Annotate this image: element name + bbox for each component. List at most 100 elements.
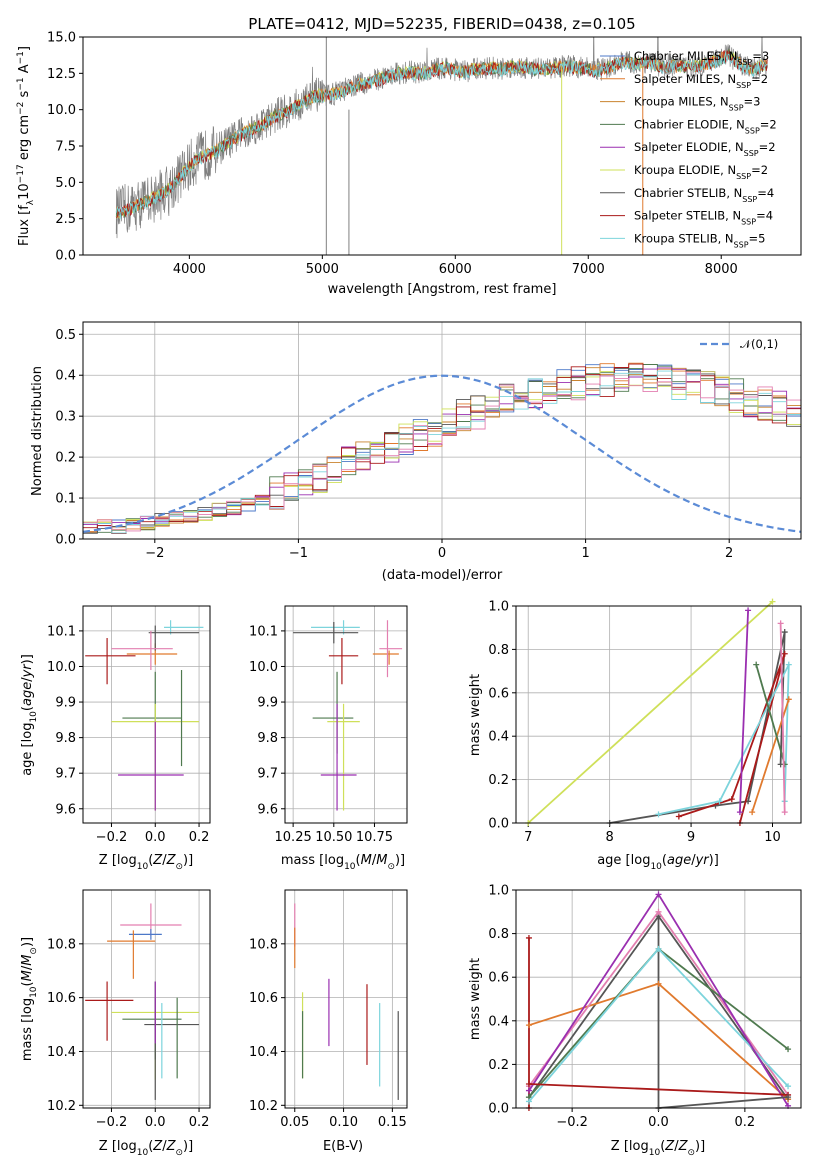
y-tick-label: 10.0 bbox=[47, 660, 76, 675]
x-tick-label: 7 bbox=[524, 830, 532, 845]
marker bbox=[736, 809, 743, 816]
y-tick-label: 0.1 bbox=[55, 492, 76, 507]
x-axis-label: Z [log10(Z/Z⊙)] bbox=[99, 1139, 193, 1158]
x-tick-label: 0.15 bbox=[378, 1115, 407, 1130]
y-tick-label: 0.6 bbox=[488, 971, 509, 986]
marker bbox=[655, 945, 662, 952]
y-tick-label: 10.2 bbox=[249, 1099, 278, 1114]
histogram-step bbox=[83, 368, 801, 534]
x-tick-label: 10.25 bbox=[275, 830, 312, 845]
y-tick-label: 10.6 bbox=[47, 991, 76, 1006]
error-cross bbox=[111, 630, 173, 671]
x-axis-label: wavelength [Angstrom, rest frame] bbox=[328, 282, 557, 297]
error-cross bbox=[85, 981, 134, 1041]
error-cross bbox=[128, 929, 162, 940]
y-tick-label: 0.0 bbox=[488, 1102, 509, 1117]
y-tick-label: 10.8 bbox=[47, 937, 76, 952]
y-tick-label: 0.4 bbox=[55, 369, 76, 384]
x-tick-label: 1 bbox=[581, 546, 589, 561]
y-tick-label: 5.0 bbox=[55, 176, 76, 191]
axes-frame bbox=[82, 605, 211, 824]
marker bbox=[749, 809, 756, 816]
y-tick-label: 7.5 bbox=[55, 140, 76, 155]
y-tick-label: 0.6 bbox=[488, 686, 509, 701]
y-tick-label: 15.0 bbox=[47, 31, 76, 46]
mass-weight-line bbox=[658, 664, 790, 816]
histogram-step bbox=[83, 370, 801, 534]
y-tick-label: 10.1 bbox=[249, 624, 278, 639]
legend-label: Salpeter MILES, NSSP=2 bbox=[634, 72, 768, 90]
error-cross bbox=[107, 930, 156, 979]
marker bbox=[781, 809, 788, 816]
marker bbox=[525, 1022, 532, 1029]
mass-weight-line bbox=[528, 1083, 789, 1096]
marker bbox=[781, 629, 788, 636]
legend-label: Salpeter ELODIE, NSSP=2 bbox=[634, 140, 776, 158]
marker bbox=[769, 598, 776, 605]
y-tick-label: 10.0 bbox=[47, 103, 76, 118]
marker bbox=[785, 1094, 792, 1101]
mass-vs-ebv-panel: 0.05 0.10 0.15 10.2 10.4 10.6 10.8 E(B-V) bbox=[249, 889, 408, 1154]
y-tick-label: 12.5 bbox=[47, 67, 76, 82]
y-axis-label: age [log10(age/yr)] bbox=[20, 654, 39, 776]
axes-frame bbox=[82, 36, 802, 256]
marker bbox=[777, 620, 784, 627]
error-cross bbox=[118, 721, 184, 811]
x-tick-label: 0.2 bbox=[735, 1115, 756, 1130]
age-vs-metallicity-panel: −0.2 0.0 0.2 9.6 9.7 9.8 9.9 10.0 10.1 Z [log10(Z… bbox=[20, 605, 211, 872]
y-tick-label: 10.8 bbox=[249, 937, 278, 952]
axes-frame bbox=[284, 605, 408, 824]
histogram-step bbox=[83, 364, 801, 533]
x-tick-label: 0.10 bbox=[329, 1115, 358, 1130]
y-tick-label: 9.7 bbox=[257, 767, 278, 782]
x-axis-label: age [log10(age/yr)] bbox=[597, 853, 719, 872]
marker bbox=[785, 696, 792, 703]
axes-frame bbox=[82, 889, 211, 1109]
y-tick-label: 10.6 bbox=[249, 991, 278, 1006]
y-tick-label: 10.4 bbox=[249, 1045, 278, 1060]
y-tick-label: 1.0 bbox=[488, 600, 509, 615]
marker bbox=[728, 796, 735, 803]
mass-weight-vs-metallicity-panel: −0.2 0.0 0.2 0.0 0.2 0.4 0.6 0.8 1.0 Z [log10(Z/Z… bbox=[468, 884, 802, 1158]
axes-frame bbox=[284, 889, 408, 1109]
marker bbox=[655, 811, 662, 818]
x-tick-label: 0.0 bbox=[648, 1115, 669, 1130]
y-tick-label: 9.6 bbox=[55, 802, 76, 817]
marker bbox=[716, 798, 723, 805]
marker bbox=[525, 1081, 532, 1088]
error-cross bbox=[320, 703, 357, 811]
error-cross bbox=[379, 620, 403, 678]
x-tick-label: 6000 bbox=[439, 262, 472, 277]
x-tick-label: 5000 bbox=[306, 262, 339, 277]
legend-label: Salpeter STELIB, NSSP=4 bbox=[634, 209, 773, 227]
y-tick-label: 0.5 bbox=[55, 328, 76, 343]
error-cross bbox=[327, 703, 360, 811]
y-tick-label: 0.2 bbox=[488, 1058, 509, 1073]
x-tick-label: −1 bbox=[289, 546, 308, 561]
y-tick-label: 0.0 bbox=[55, 533, 76, 548]
y-tick-label: 9.9 bbox=[55, 696, 76, 711]
axes-frame bbox=[515, 605, 802, 824]
mass-weight-line bbox=[739, 610, 749, 813]
spectrum-lines bbox=[115, 37, 768, 255]
marker bbox=[655, 980, 662, 987]
error-cross bbox=[122, 981, 182, 1060]
histogram-step bbox=[83, 371, 801, 532]
y-tick-label: 0.4 bbox=[488, 1014, 509, 1029]
x-tick-label: 10.50 bbox=[315, 830, 352, 845]
axes-frame bbox=[82, 321, 802, 540]
x-tick-label: 2 bbox=[725, 546, 733, 561]
x-tick-label: −2 bbox=[145, 546, 164, 561]
legend-label: Chabrier ELODIE, NSSP=2 bbox=[634, 117, 777, 135]
histogram-series bbox=[83, 362, 801, 535]
error-cross bbox=[85, 638, 136, 685]
spectrum-panel: PLATE=0412, MJD=52235, FIBERID=0438, z=0… bbox=[16, 15, 802, 297]
y-axis-label: Normed distribution bbox=[30, 366, 45, 496]
y-axis-label: mass weight bbox=[468, 958, 483, 1040]
x-tick-label: 0.0 bbox=[145, 1115, 166, 1130]
mass-weight-line bbox=[755, 664, 786, 765]
x-axis-label: E(B-V) bbox=[323, 1139, 363, 1154]
x-tick-label: 10.75 bbox=[356, 830, 393, 845]
x-tick-label: −0.2 bbox=[96, 830, 128, 845]
y-tick-label: 10.2 bbox=[47, 1099, 76, 1114]
